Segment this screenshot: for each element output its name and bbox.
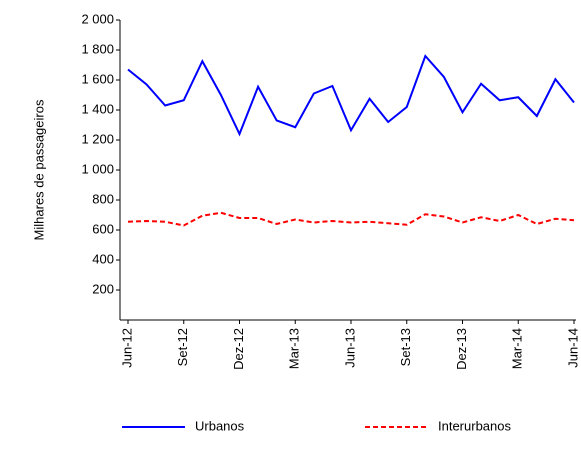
y-tick-label: 1 000 [81,161,114,176]
legend-label: Urbanos [195,418,245,433]
x-tick-label: Jun-14 [565,328,580,368]
y-tick-label: 200 [92,281,114,296]
x-tick-label: Mar-14 [510,328,525,369]
y-tick-label: 1 600 [81,71,114,86]
y-tick-label: 1 800 [81,41,114,56]
series-line [127,211,575,227]
y-tick-label: 1 400 [81,101,114,116]
y-tick-label: 1 200 [81,131,114,146]
x-tick-label: Jun-12 [119,328,134,368]
legend-label: Interurbanos [438,418,511,433]
x-tick-label: Dez-12 [231,328,246,370]
x-tick-label: Set-12 [175,328,190,366]
x-tick-label: Jun-13 [342,328,357,368]
y-axis-label: Milhares de passageiros [31,99,46,240]
x-tick-label: Dez-13 [454,328,469,370]
x-tick-label: Mar-13 [287,328,302,369]
y-tick-label: 600 [92,221,114,236]
y-tick-label: 2 000 [81,11,114,26]
y-tick-label: 400 [92,251,114,266]
x-tick-label: Set-13 [398,328,413,366]
series-line [127,54,575,137]
y-tick-label: 800 [92,191,114,206]
